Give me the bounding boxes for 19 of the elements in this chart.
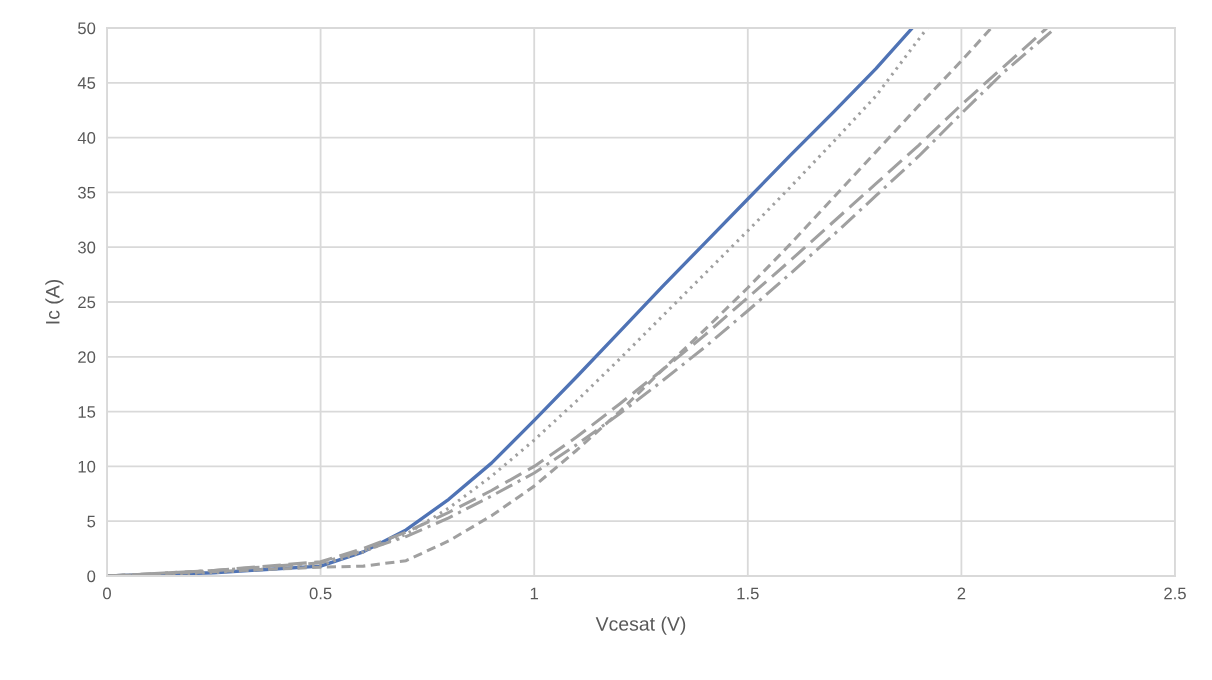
y-tick-label: 15 xyxy=(78,406,96,418)
y-tick-label: 35 xyxy=(77,186,96,199)
x-tick-label: 2.5 xyxy=(1164,587,1186,600)
y-axis-title: Ic (A) xyxy=(45,279,64,324)
y-tick-label: 10 xyxy=(78,460,96,473)
y-tick-label: 0 xyxy=(87,570,96,583)
y-tick-label: 20 xyxy=(78,351,96,363)
y-tick-label: 40 xyxy=(77,132,96,144)
x-axis-title: Vcesat (V) xyxy=(595,616,686,635)
x-tick-label: 1.5 xyxy=(737,587,759,600)
x-tick-label: 1 xyxy=(530,587,539,600)
y-tick-label: 5 xyxy=(87,515,96,528)
y-tick-label: 25 xyxy=(78,296,96,309)
x-tick-label: 0 xyxy=(103,587,111,600)
y-tick-label: 30 xyxy=(77,241,96,254)
x-tick-label: 0.5 xyxy=(309,587,332,600)
y-tick-label: 45 xyxy=(77,77,96,89)
y-tick-label: 50 xyxy=(78,22,96,35)
x-tick-label: 2 xyxy=(957,587,966,600)
